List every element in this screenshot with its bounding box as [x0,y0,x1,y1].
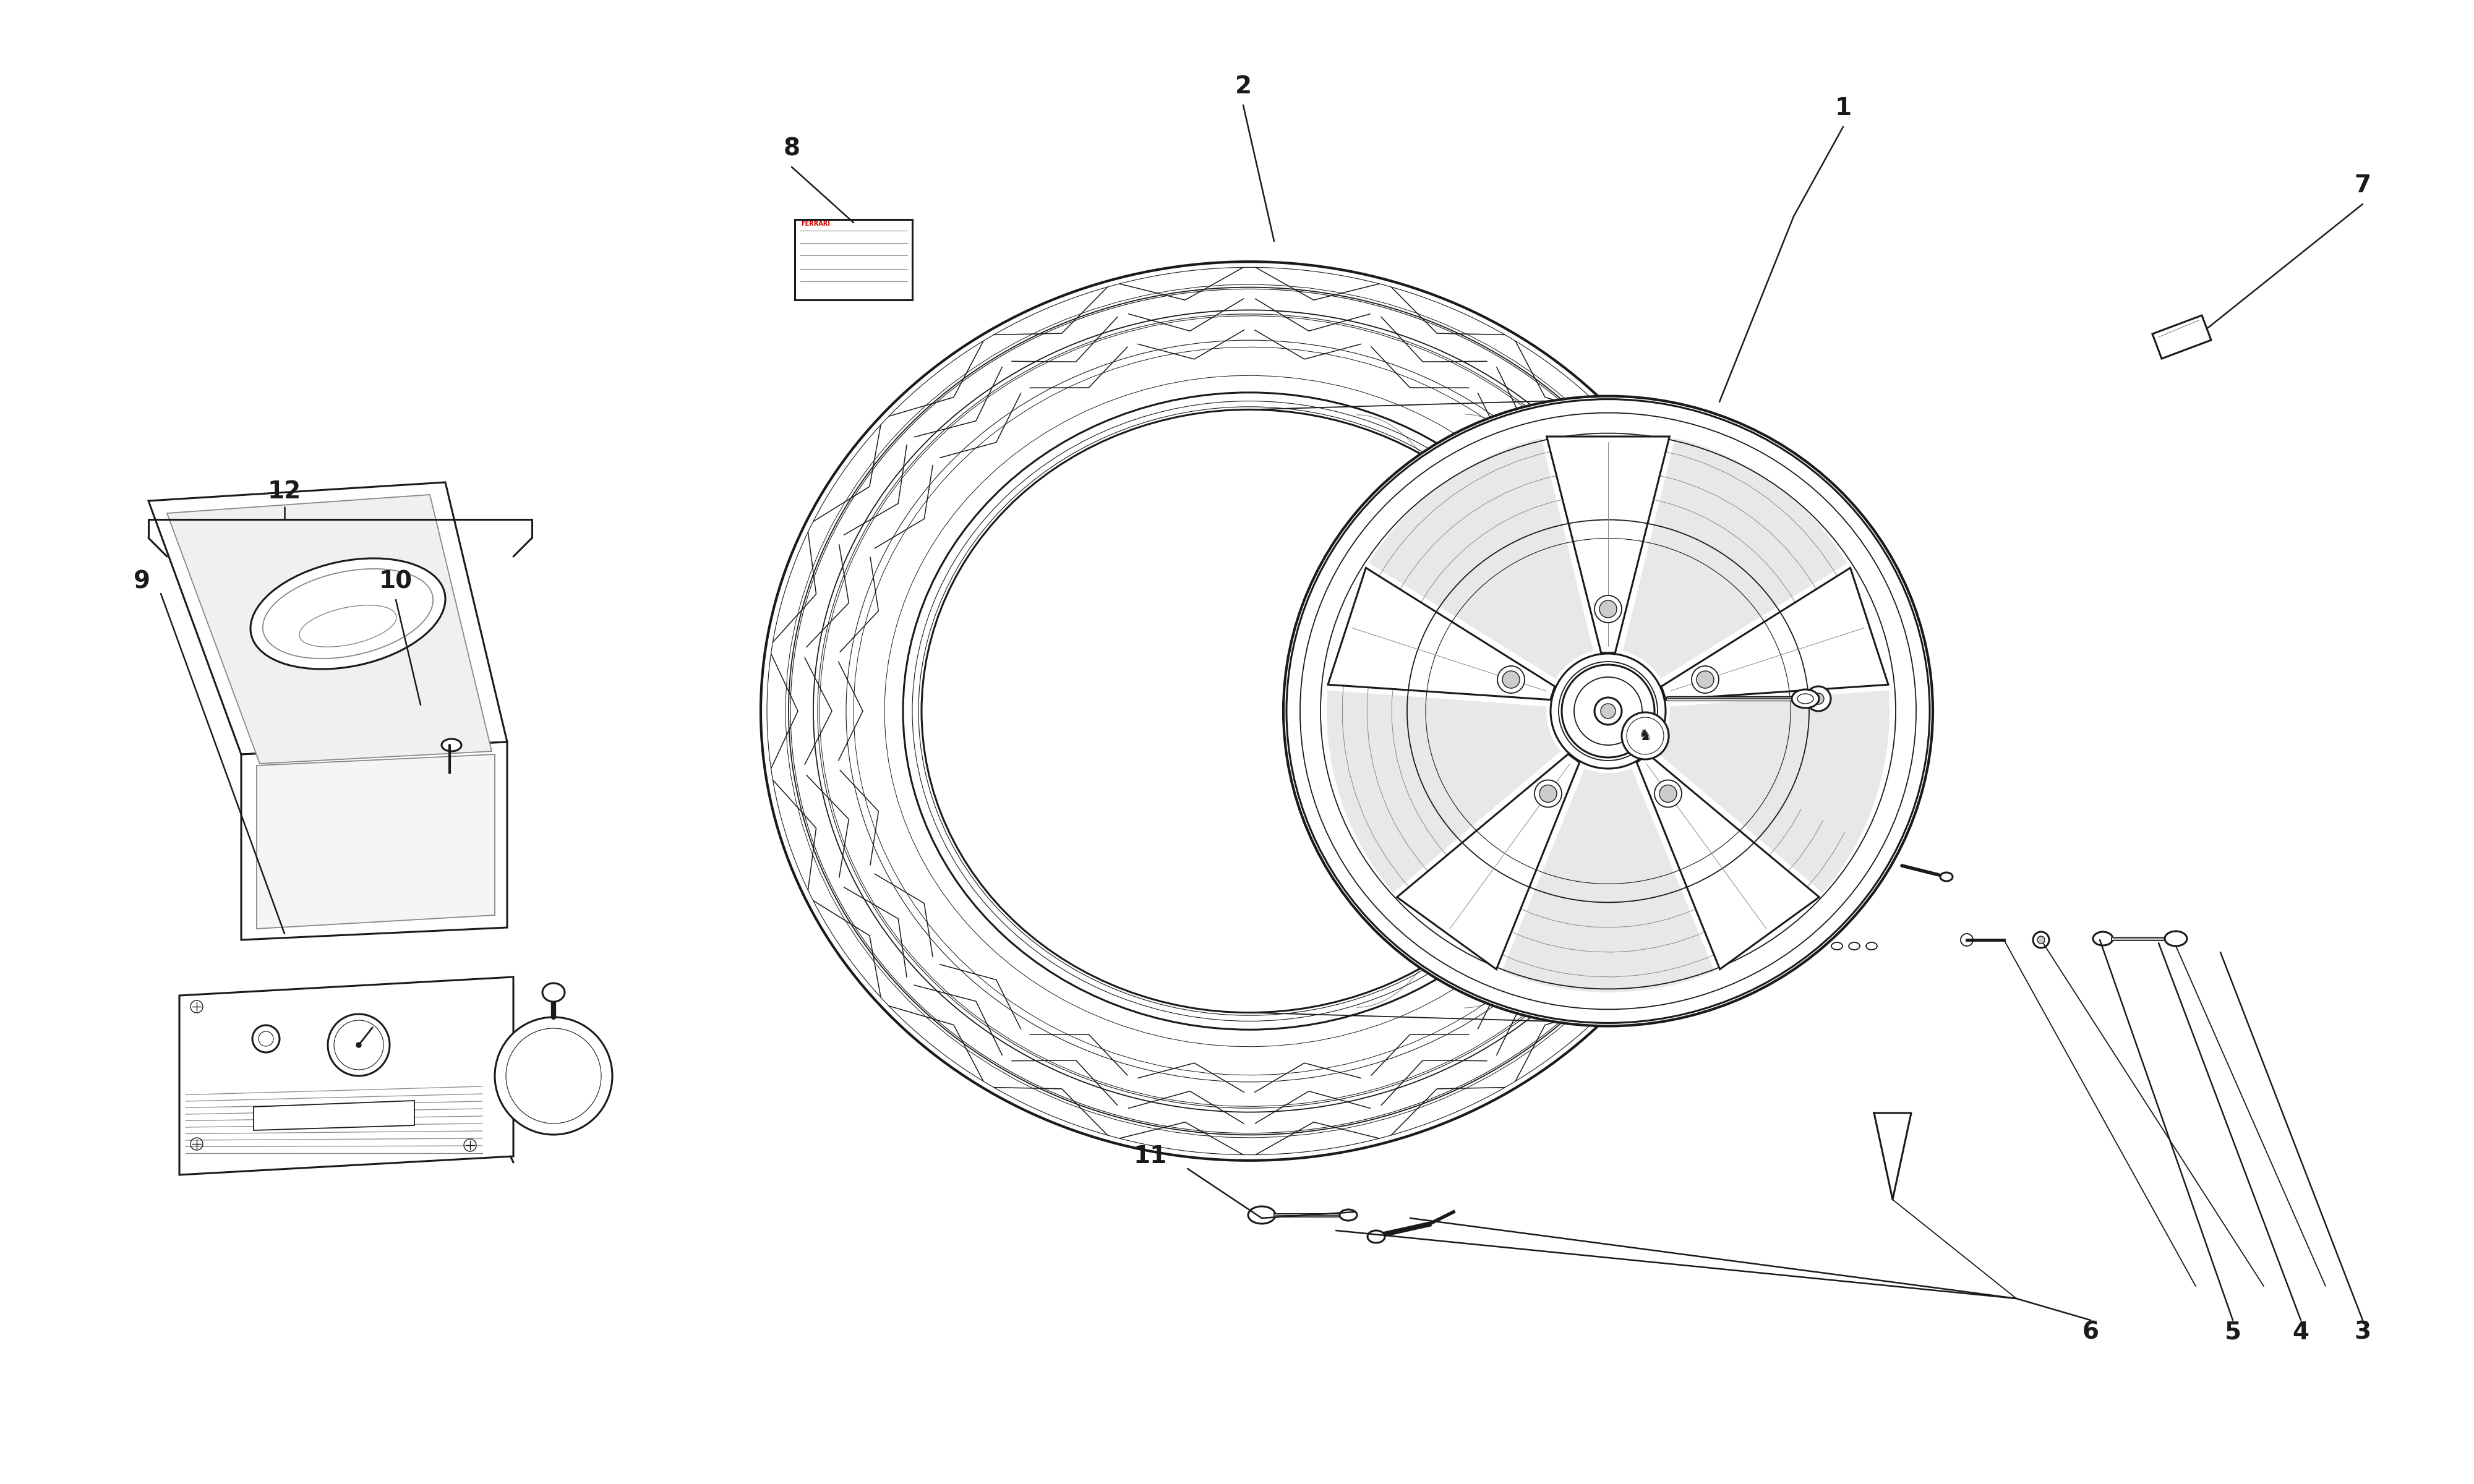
Ellipse shape [2039,936,2044,944]
Polygon shape [1329,568,1554,700]
Ellipse shape [1806,686,1831,711]
Text: 3: 3 [2355,1321,2370,1345]
Ellipse shape [1813,693,1823,705]
Ellipse shape [1368,1230,1385,1244]
Text: 10: 10 [379,570,413,594]
Ellipse shape [356,1042,361,1048]
Text: 9: 9 [134,570,151,594]
Polygon shape [242,742,507,939]
Text: 11: 11 [1133,1144,1168,1168]
Polygon shape [1398,754,1578,969]
Ellipse shape [1593,697,1623,724]
Ellipse shape [1593,595,1623,623]
Text: 5: 5 [2224,1321,2241,1345]
Ellipse shape [2165,932,2187,947]
Text: 2: 2 [1235,74,1252,98]
Polygon shape [1623,438,1848,678]
Polygon shape [1638,754,1818,969]
Ellipse shape [1598,601,1618,617]
Ellipse shape [542,982,564,1002]
Polygon shape [257,754,495,929]
Text: 12: 12 [267,479,302,503]
Ellipse shape [440,739,460,751]
Text: 4: 4 [2293,1321,2308,1345]
Polygon shape [2152,315,2212,359]
Ellipse shape [1539,785,1556,803]
Ellipse shape [1865,942,1878,950]
Ellipse shape [1497,666,1524,693]
Polygon shape [168,494,492,764]
Ellipse shape [1534,781,1561,807]
Ellipse shape [495,1017,614,1135]
Polygon shape [1368,438,1593,678]
Polygon shape [1502,769,1714,993]
Ellipse shape [1660,785,1677,803]
Polygon shape [1663,568,1888,700]
Ellipse shape [1284,396,1932,1025]
Ellipse shape [762,261,1737,1160]
Ellipse shape [1831,942,1843,950]
Ellipse shape [1502,671,1519,689]
Polygon shape [148,482,507,754]
Polygon shape [1546,436,1670,653]
Text: FERRARI: FERRARI [802,221,829,227]
Text: 6: 6 [2083,1321,2098,1345]
Ellipse shape [1791,690,1818,708]
Ellipse shape [1848,942,1860,950]
Polygon shape [1326,690,1561,893]
Polygon shape [1655,690,1890,893]
Ellipse shape [1697,671,1714,689]
Ellipse shape [1940,873,1952,881]
Text: 7: 7 [2355,174,2370,197]
Ellipse shape [2093,932,2113,945]
Ellipse shape [1692,666,1719,693]
Ellipse shape [1249,1206,1277,1224]
Text: ♞: ♞ [1638,729,1653,743]
Polygon shape [255,1101,416,1131]
Ellipse shape [1655,781,1682,807]
Ellipse shape [920,410,1578,1012]
Ellipse shape [252,1025,280,1052]
Ellipse shape [1601,703,1616,718]
Polygon shape [178,976,515,1175]
Text: 8: 8 [784,137,799,160]
Ellipse shape [1551,653,1665,769]
Ellipse shape [1341,1209,1356,1220]
Ellipse shape [250,558,445,669]
Text: 1: 1 [1836,96,1851,120]
Ellipse shape [1623,712,1667,760]
FancyBboxPatch shape [794,220,913,300]
Ellipse shape [1561,665,1655,757]
Ellipse shape [327,1014,391,1076]
